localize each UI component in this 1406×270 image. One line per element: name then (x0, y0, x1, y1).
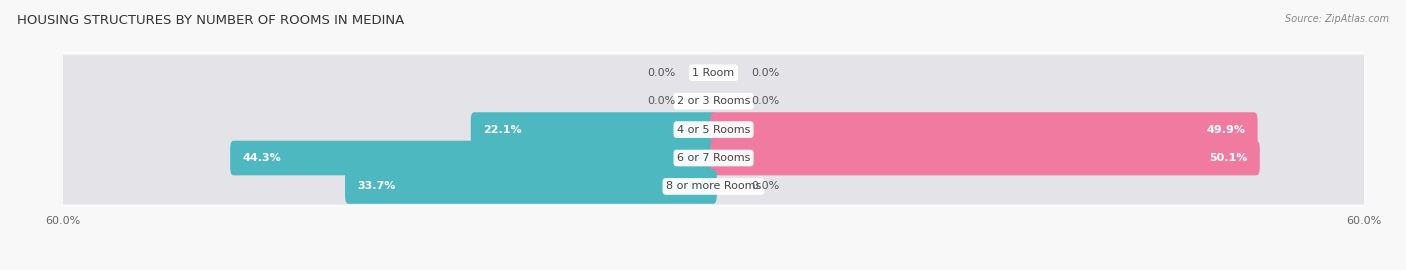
FancyBboxPatch shape (710, 112, 1367, 147)
FancyBboxPatch shape (60, 139, 1367, 178)
Text: 4 or 5 Rooms: 4 or 5 Rooms (676, 124, 751, 135)
FancyBboxPatch shape (60, 55, 717, 90)
FancyBboxPatch shape (60, 82, 1367, 121)
FancyBboxPatch shape (60, 112, 717, 147)
FancyBboxPatch shape (710, 55, 1367, 90)
Text: 0.0%: 0.0% (751, 96, 780, 106)
FancyBboxPatch shape (231, 141, 717, 175)
FancyBboxPatch shape (60, 141, 717, 175)
FancyBboxPatch shape (60, 167, 1367, 206)
Text: 8 or more Rooms: 8 or more Rooms (666, 181, 761, 191)
Text: 6 or 7 Rooms: 6 or 7 Rooms (676, 153, 751, 163)
FancyBboxPatch shape (710, 84, 1367, 119)
Text: 49.9%: 49.9% (1206, 124, 1246, 135)
Text: 50.1%: 50.1% (1209, 153, 1249, 163)
FancyBboxPatch shape (471, 112, 717, 147)
FancyBboxPatch shape (710, 141, 1367, 175)
Text: 2 or 3 Rooms: 2 or 3 Rooms (676, 96, 751, 106)
Text: HOUSING STRUCTURES BY NUMBER OF ROOMS IN MEDINA: HOUSING STRUCTURES BY NUMBER OF ROOMS IN… (17, 14, 404, 26)
Text: 1 Room: 1 Room (693, 68, 734, 78)
FancyBboxPatch shape (60, 84, 717, 119)
Text: 0.0%: 0.0% (751, 181, 780, 191)
FancyBboxPatch shape (710, 112, 1257, 147)
Text: 44.3%: 44.3% (242, 153, 281, 163)
Legend: Owner-occupied, Renter-occupied: Owner-occupied, Renter-occupied (589, 266, 838, 270)
Text: 22.1%: 22.1% (482, 124, 522, 135)
Text: 0.0%: 0.0% (751, 68, 780, 78)
Text: 0.0%: 0.0% (647, 96, 676, 106)
FancyBboxPatch shape (60, 169, 717, 204)
Text: 33.7%: 33.7% (357, 181, 395, 191)
Text: Source: ZipAtlas.com: Source: ZipAtlas.com (1285, 14, 1389, 23)
FancyBboxPatch shape (710, 169, 1367, 204)
FancyBboxPatch shape (60, 110, 1367, 149)
Text: 0.0%: 0.0% (647, 68, 676, 78)
FancyBboxPatch shape (344, 169, 717, 204)
FancyBboxPatch shape (710, 141, 1260, 175)
FancyBboxPatch shape (60, 53, 1367, 92)
